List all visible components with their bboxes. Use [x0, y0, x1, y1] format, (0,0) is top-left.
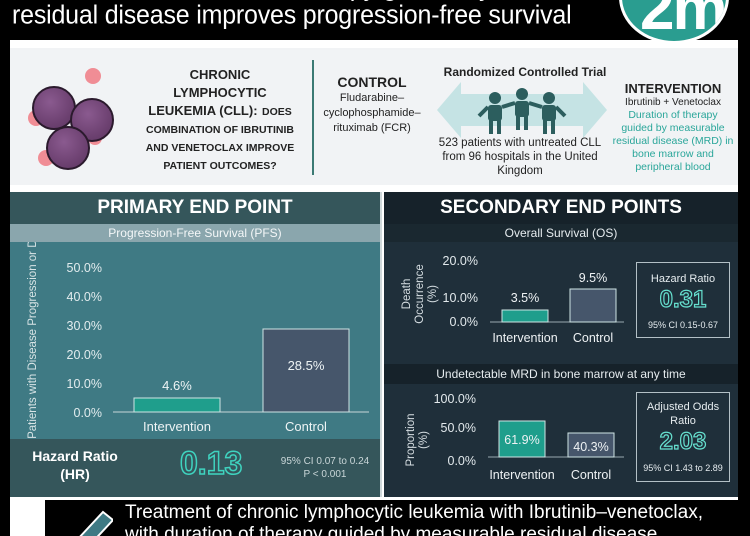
logo-badge: 2m	[619, 0, 729, 44]
os-hazard-ratio-value: 0.31	[659, 285, 707, 313]
rct-description: 523 patients with untreated CLL from 96 …	[438, 137, 602, 177]
os-bar-intervention	[501, 309, 549, 323]
pfs-value-control: 28.5%	[288, 358, 325, 373]
randomization-arrow-icon	[437, 82, 607, 138]
svg-text:100.0%: 100.0%	[434, 392, 476, 406]
research-question: CHRONIC LYMPHOCYTIC LEUKEMIA (CLL): DOES…	[145, 67, 295, 172]
intervention-heading: INTERVENTION	[624, 81, 722, 96]
svg-text:40.3%: 40.3%	[573, 440, 608, 454]
pfs-bar-intervention	[133, 397, 221, 413]
control-heading: CONTROL	[337, 74, 407, 90]
mrd-odds-ratio-box: Adjusted Odds Ratio 2.03 95% CI 1.43 to …	[636, 392, 730, 482]
svg-text:9.5%: 9.5%	[579, 271, 608, 285]
mrd-bar-control	[567, 432, 615, 458]
summary-text: Treatment of chronic lymphocytic leukemi…	[125, 502, 703, 536]
pfs-value-intervention: 4.6%	[162, 378, 192, 393]
pfs-bar-control	[262, 328, 350, 413]
mrd-bar-intervention	[498, 420, 546, 458]
svg-text:30.0%: 30.0%	[67, 319, 102, 333]
pfs-ytick: 50.0%	[67, 261, 102, 275]
pfs-xtick-control: Control	[285, 419, 327, 434]
summary-banner: Treatment of chronic lymphocytic leukemi…	[45, 500, 750, 536]
intervention-arm: INTERVENTION Ibrutinib + Venetoclax Dura…	[612, 81, 734, 173]
svg-text:10.0%: 10.0%	[67, 377, 102, 391]
cll-cells-icon	[28, 68, 120, 178]
control-arm: CONTROL Fludarabine– cyclophosphamide– r…	[316, 74, 428, 135]
svg-text:20.0%: 20.0%	[443, 254, 478, 268]
svg-text:0.0%: 0.0%	[450, 315, 479, 329]
secondary-end-points-panel: SECONDARY END POINTS Overall Survival (O…	[384, 192, 738, 497]
hazard-ratio-row: Hazard Ratio (HR) 0.13 95% CI 0.07 to 0.…	[10, 439, 380, 497]
primary-heading: PRIMARY END POINT	[10, 192, 380, 224]
svg-text:0.0%: 0.0%	[448, 454, 477, 468]
pfs-y-axis-label: Proportion of Patients with Disease Prog…	[27, 242, 39, 439]
svg-text:Control: Control	[573, 331, 613, 345]
svg-text:61.9%: 61.9%	[504, 433, 539, 447]
pfs-subheading: Progression-Free Survival (PFS)	[10, 224, 380, 242]
hazard-ratio-label: Hazard Ratio (HR)	[32, 448, 118, 482]
pfs-bar-chart: Proportion of Patients with Disease Prog…	[27, 242, 369, 439]
pen-icon	[79, 510, 113, 536]
secondary-heading: SECONDARY END POINTS	[384, 192, 738, 224]
primary-end-point-panel: PRIMARY END POINT Progression-Free Survi…	[10, 192, 382, 497]
intro-section: CHRONIC LYMPHOCYTIC LEUKEMIA (CLL): DOES…	[10, 48, 738, 185]
hazard-ratio-value: 0.13	[179, 444, 243, 482]
svg-text:20.0%: 20.0%	[67, 348, 102, 362]
svg-text:10.0%: 10.0%	[443, 291, 478, 305]
mrd-subheading: Undetectable MRD in bone marrow at any t…	[384, 364, 738, 384]
pfs-xtick-intervention: Intervention	[143, 419, 211, 434]
mrd-bar-chart: Proportion(%) 100.0% 50.0% 0.0% 61.9% 40…	[405, 392, 624, 482]
svg-text:40.0%: 40.0%	[67, 290, 102, 304]
mrd-y-axis-label: Proportion(%)	[405, 413, 430, 466]
svg-text:50.0%: 50.0%	[441, 421, 476, 435]
svg-text:Intervention: Intervention	[489, 468, 554, 482]
mrd-odds-ratio-value: 2.03	[659, 427, 707, 455]
os-y-axis-label: DeathOccurrence(%)	[401, 264, 439, 323]
patients-icon	[477, 88, 567, 134]
rct-title: Randomized Controlled Trial	[443, 65, 607, 79]
title-line-1: Ibrutinib–venetoclax with therapy guided…	[12, 0, 629, 3]
svg-text:0.0%: 0.0%	[74, 406, 103, 420]
title-line-2: residual disease improves progression-fr…	[12, 0, 572, 30]
svg-text:Intervention: Intervention	[492, 331, 557, 345]
os-subheading: Overall Survival (OS)	[384, 224, 738, 242]
svg-text:3.5%: 3.5%	[511, 291, 540, 305]
os-bar-control	[569, 288, 617, 323]
section-divider	[312, 60, 314, 175]
hazard-ratio-ci: 95% CI 0.07 to 0.24 P < 0.001	[280, 456, 370, 480]
svg-text:Control: Control	[571, 468, 611, 482]
os-hazard-ratio-box: Hazard Ratio 0.31 95% CI 0.15-0.67	[636, 262, 730, 338]
os-bar-chart: DeathOccurrence(%) 20.0% 10.0% 0.0% 3.5%…	[401, 254, 624, 345]
